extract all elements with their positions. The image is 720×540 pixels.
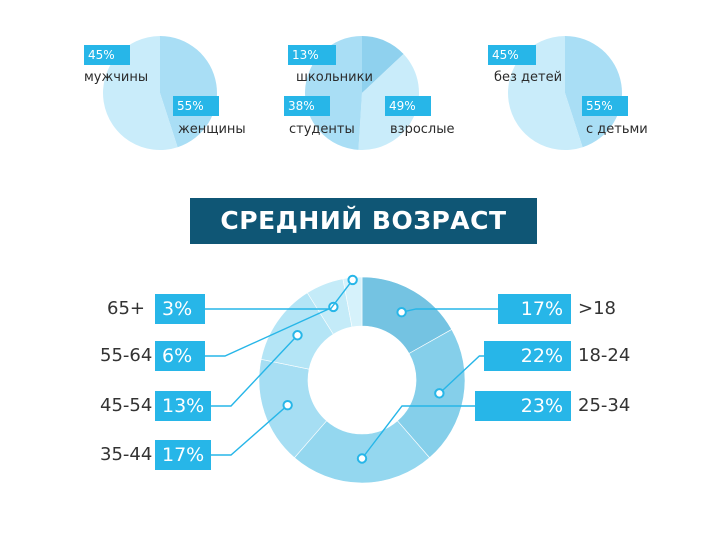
pie-slice-1 xyxy=(160,36,217,148)
age-label-25-34: 25-34 xyxy=(578,395,631,416)
pie-slice-1 xyxy=(362,36,404,93)
age-label-35-44: 35-44 xyxy=(100,444,153,465)
age-percent-45-54: 13% xyxy=(155,391,211,421)
age-label-65plus: 65+ xyxy=(107,298,145,319)
age-percent-65plus: 3% xyxy=(155,294,205,324)
kids-with-percent: 55% xyxy=(582,96,628,116)
donut-dot-6 xyxy=(328,301,339,313)
page-title: СРЕДНИЙ ВОЗРАСТ xyxy=(190,198,537,244)
donut-leader-7 xyxy=(205,279,354,310)
donut-dot-1 xyxy=(396,307,407,318)
age-percent-35-44: 17% xyxy=(155,440,211,470)
age-label-45-54: 45-54 xyxy=(100,395,153,416)
edu-school-label: школьники xyxy=(296,70,373,85)
donut-leader-6 xyxy=(205,306,334,357)
donut-leader-2 xyxy=(438,355,484,394)
edu-students-percent: 38% xyxy=(284,96,330,116)
kids-none-label: без детей xyxy=(494,70,563,85)
donut-dot-5 xyxy=(292,330,303,341)
age-label-18-24: 18-24 xyxy=(578,345,631,366)
gender-women-label: женщины xyxy=(178,122,246,137)
age-label-under18: >18 xyxy=(578,298,616,319)
gender-men-percent: 45% xyxy=(84,45,130,65)
age-percent-25-34: 23% xyxy=(475,391,571,421)
age-label-55-64: 55-64 xyxy=(100,345,153,366)
edu-adults-percent: 49% xyxy=(385,96,431,116)
donut-leader-4 xyxy=(211,404,289,456)
donut-leader-lines xyxy=(205,274,498,464)
donut-dot-4 xyxy=(282,399,293,411)
edu-adults-label: взрослые xyxy=(390,122,455,137)
donut-slice-3 xyxy=(294,420,430,484)
kids-with-label: с детьми xyxy=(586,122,648,137)
age-percent-18-24: 22% xyxy=(484,341,571,371)
age-percent-under18: 17% xyxy=(498,294,571,324)
donut-dot-3 xyxy=(356,453,368,464)
donut-age xyxy=(258,276,466,484)
gender-men-label: мужчины xyxy=(84,70,149,85)
pie-slice-1 xyxy=(565,36,622,148)
age-percent-55-64: 6% xyxy=(155,341,205,371)
donut-dot-7 xyxy=(347,274,358,286)
kids-none-percent: 45% xyxy=(488,45,536,65)
edu-school-percent: 13% xyxy=(288,45,336,65)
edu-students-label: студенты xyxy=(289,122,355,137)
donut-leader-3 xyxy=(361,405,475,459)
gender-women-percent: 55% xyxy=(173,96,219,116)
donut-dot-2 xyxy=(434,388,445,399)
donut-leader-5 xyxy=(211,334,299,407)
